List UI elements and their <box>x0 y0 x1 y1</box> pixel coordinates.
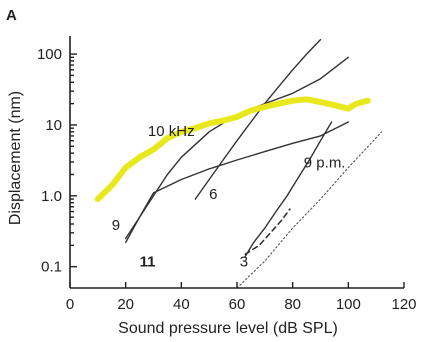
x-tick-label: 40 <box>173 296 190 313</box>
x-tick-label: 0 <box>66 296 74 313</box>
panel-label: A <box>6 7 17 24</box>
y-tick-label: 1.0 <box>41 188 62 205</box>
y-ticks: 0.1 1.0 10 100 <box>37 46 77 276</box>
x-tick-label: 60 <box>229 296 246 313</box>
x-tick-label: 120 <box>391 296 416 313</box>
y-tick-label: 10 <box>45 117 62 134</box>
x-tick-label: 80 <box>284 296 301 313</box>
plot-area: 10 kHz 9 11 6 3 9 p.m. <box>94 38 383 289</box>
y-tick-label: 100 <box>37 46 62 63</box>
series-label-layer: 10 kHz 9 11 6 3 9 p.m. <box>112 123 346 271</box>
series-label: 3 <box>240 254 248 271</box>
series-line <box>94 96 371 203</box>
series-label: 11 <box>140 254 156 271</box>
series-line <box>125 121 349 244</box>
series-line <box>236 131 383 289</box>
series-label: 9 <box>112 217 120 234</box>
axes: 0 20 40 60 80 100 120 0.1 1.0 10 100 <box>37 36 417 313</box>
x-tick-label: 100 <box>336 296 361 313</box>
series-line <box>194 38 322 200</box>
y-axis-label: Displacement (nm) <box>7 91 24 225</box>
series-line <box>244 121 333 257</box>
series-label: 10 kHz <box>148 123 195 140</box>
series-line <box>244 208 291 255</box>
series-label: 6 <box>209 186 217 203</box>
series-layer <box>94 38 383 289</box>
x-tick-label: 20 <box>117 296 134 313</box>
y-tick-label: 0.1 <box>41 259 62 276</box>
series-line <box>125 56 349 240</box>
x-ticks: 0 20 40 60 80 100 120 <box>66 282 417 313</box>
x-axis-label: Sound pressure level (dB SPL) <box>118 320 338 337</box>
series-label: 9 p.m. <box>304 155 346 172</box>
